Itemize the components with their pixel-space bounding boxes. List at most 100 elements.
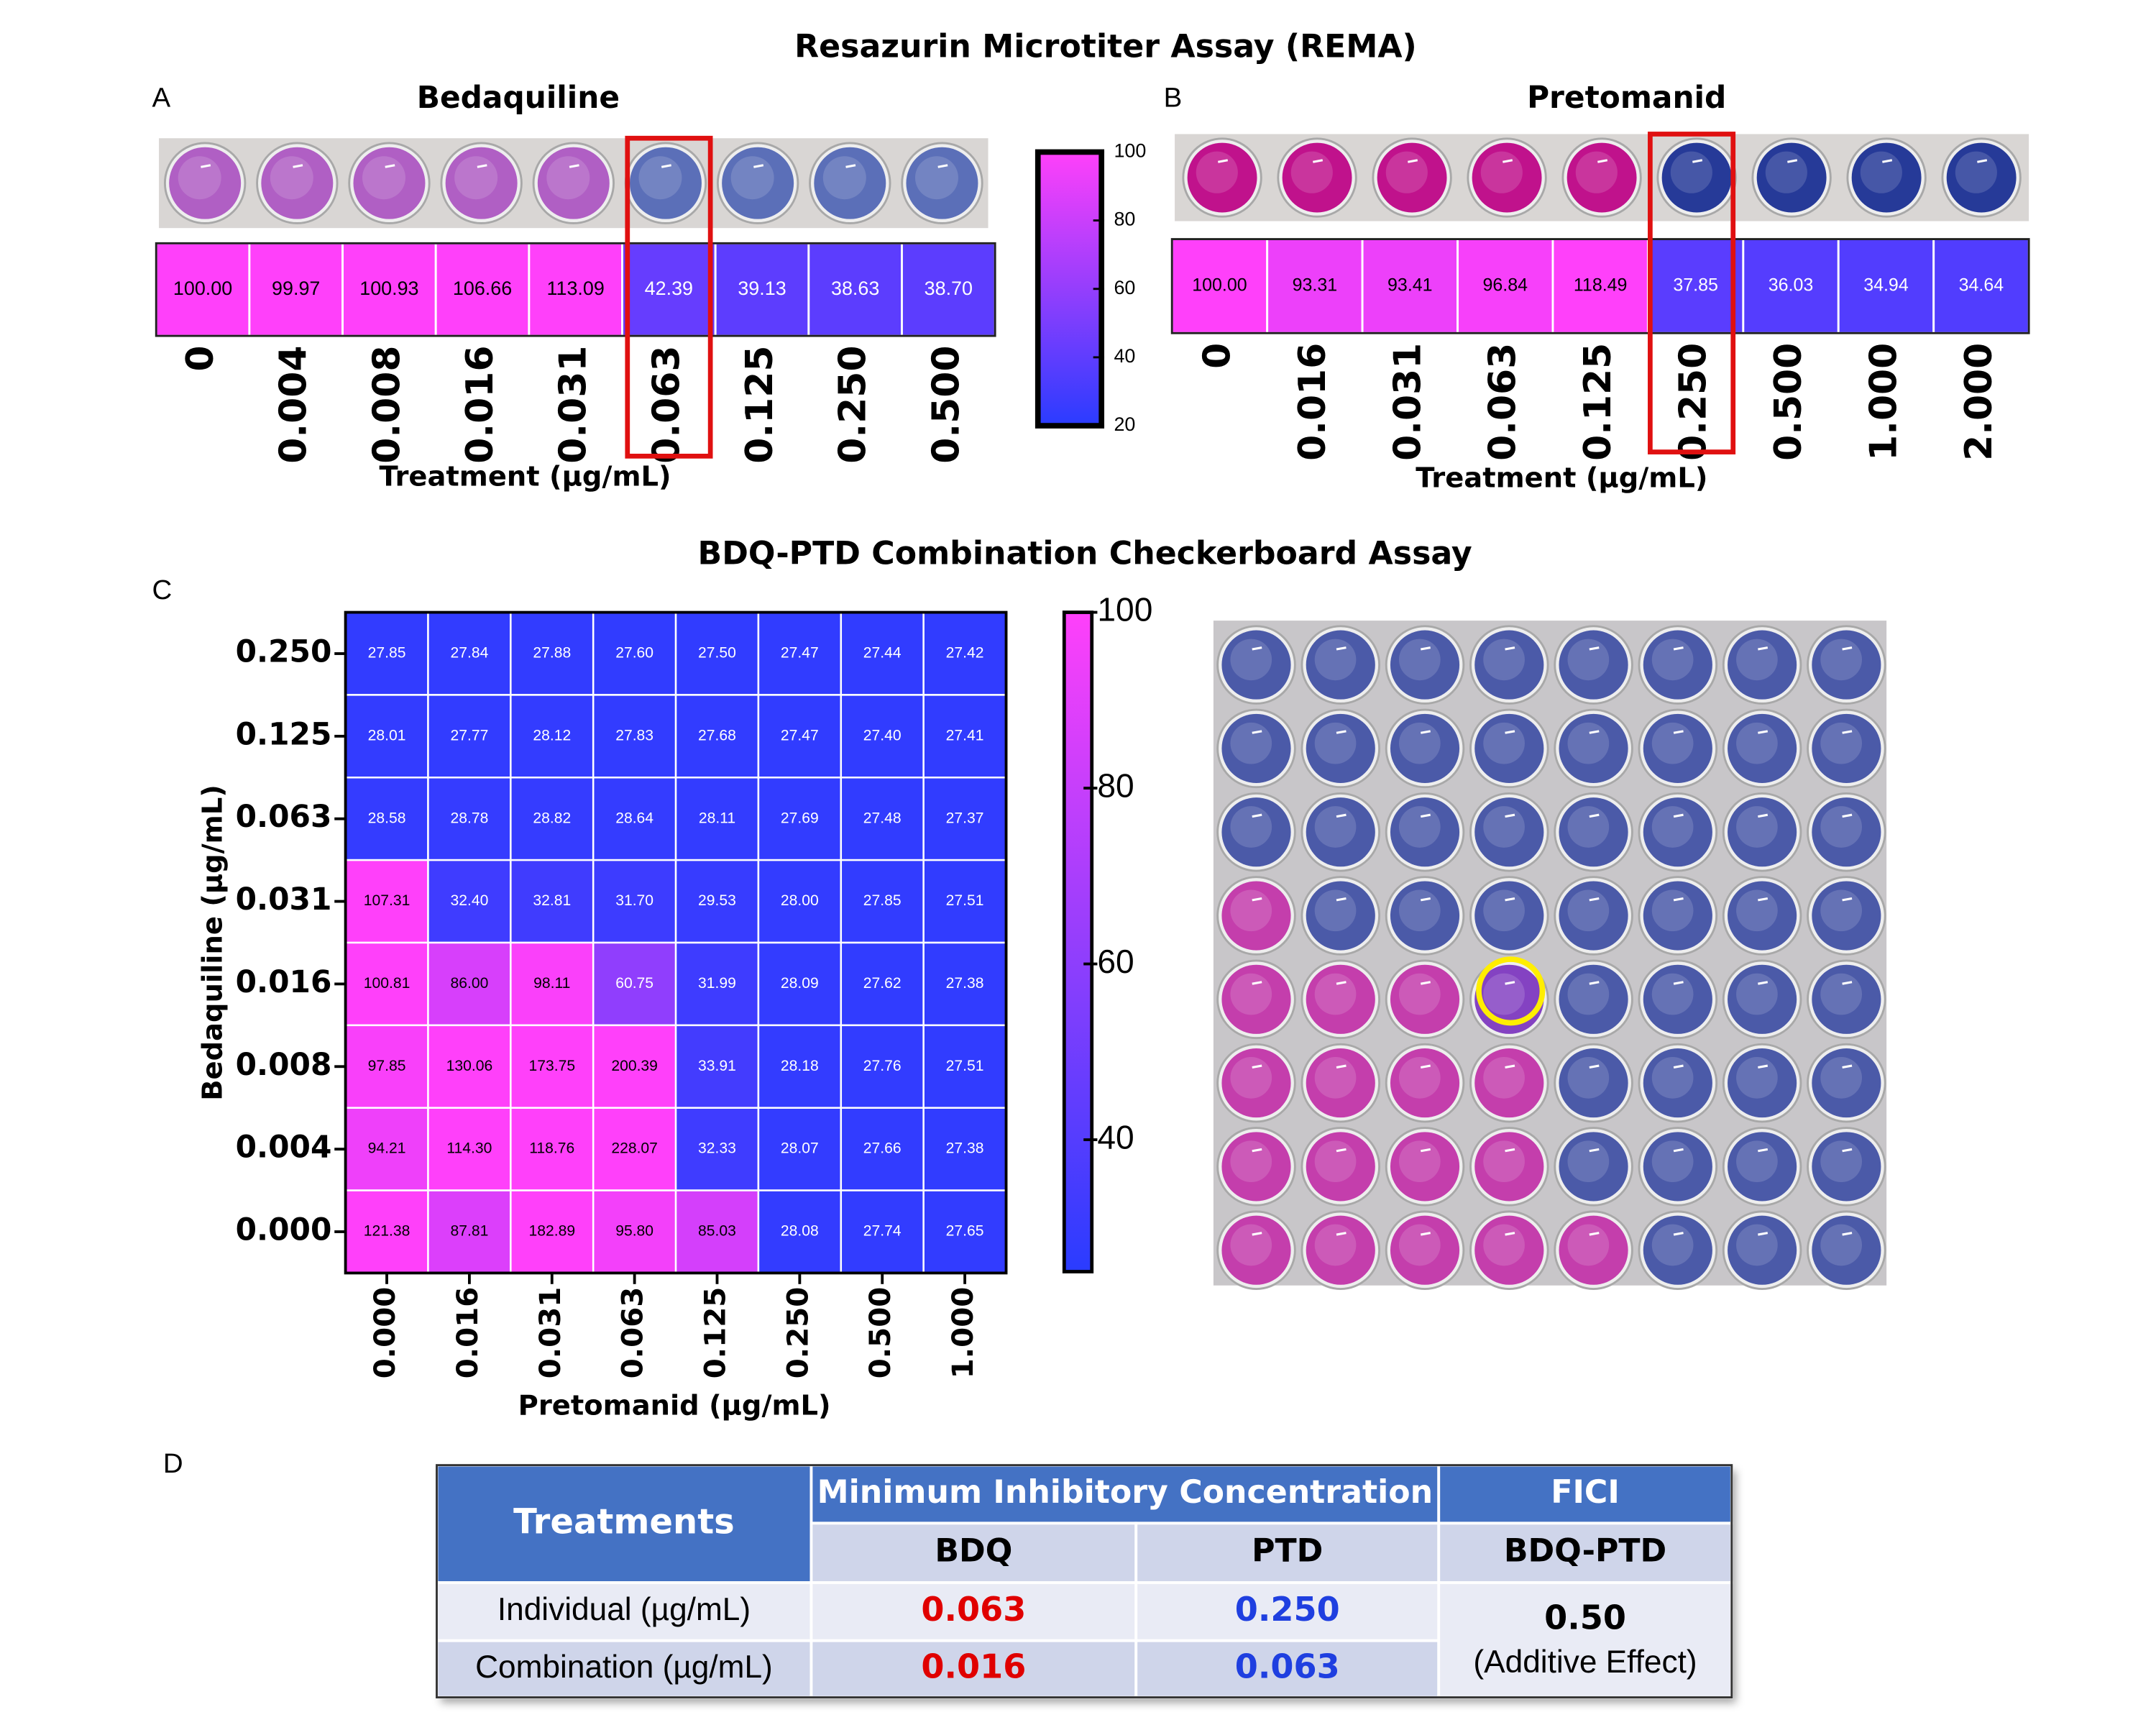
well bbox=[1643, 630, 1712, 700]
section-title: BDQ-PTD Combination Checkerboard Assay bbox=[698, 536, 1472, 572]
well-glint bbox=[1842, 897, 1853, 902]
well bbox=[1221, 964, 1291, 1034]
y-tick-label: 0.000 bbox=[236, 1212, 332, 1247]
well-shine bbox=[1820, 639, 1863, 681]
y-tick-label: 0.125 bbox=[236, 716, 332, 751]
x-tick-label: 0.004 bbox=[272, 346, 316, 464]
well bbox=[1390, 797, 1460, 867]
well-glint bbox=[1505, 1064, 1515, 1069]
cell-label: 118.76 bbox=[529, 1140, 574, 1157]
x-axis-label: Pretomanid (µg/mL) bbox=[518, 1389, 831, 1422]
well-shine bbox=[1230, 973, 1272, 1015]
heat-cell bbox=[922, 1189, 1007, 1274]
heat-cell bbox=[592, 941, 677, 1027]
x-tick-label: 0.125 bbox=[699, 1287, 733, 1379]
cell-label: 95.80 bbox=[615, 1223, 653, 1240]
x-tick-label: 0.500 bbox=[925, 346, 968, 464]
colorbar-tick-label: 100 bbox=[1097, 591, 1152, 628]
well bbox=[1474, 881, 1544, 951]
heat-cell bbox=[840, 1107, 925, 1191]
cell-label: 29.53 bbox=[698, 892, 736, 909]
well-glint bbox=[1842, 981, 1853, 985]
well-glint bbox=[1420, 1148, 1431, 1153]
cell-label: 36.03 bbox=[1769, 275, 1814, 296]
well bbox=[1559, 713, 1628, 783]
heat-cell bbox=[840, 777, 925, 861]
well bbox=[814, 147, 886, 219]
well-glint bbox=[1977, 159, 1988, 163]
heat-cell bbox=[840, 694, 925, 779]
table-border bbox=[436, 1464, 1733, 1698]
heat-cell bbox=[341, 242, 437, 337]
well-glint bbox=[1505, 1232, 1515, 1236]
well-glint bbox=[385, 164, 395, 168]
well-glint bbox=[1842, 1232, 1853, 1236]
cell-label: 200.39 bbox=[611, 1058, 658, 1074]
heat-cell bbox=[528, 242, 623, 337]
well bbox=[1812, 964, 1881, 1034]
cell-label: 86.00 bbox=[450, 975, 488, 992]
heat-cell bbox=[674, 941, 760, 1027]
heat-cell bbox=[1742, 238, 1840, 334]
well bbox=[1812, 1215, 1881, 1285]
cell-label: 85.03 bbox=[698, 1223, 736, 1240]
well-glint bbox=[1505, 646, 1515, 651]
cell-label: 118.49 bbox=[1574, 275, 1628, 296]
well-glint bbox=[1589, 646, 1600, 651]
well bbox=[1643, 964, 1712, 1034]
cell-label: 106.66 bbox=[453, 278, 512, 299]
well-glint bbox=[1758, 813, 1769, 818]
colorbar-tick-label: 60 bbox=[1097, 943, 1134, 980]
cell-label: 34.64 bbox=[1959, 275, 2004, 296]
heat-cell bbox=[922, 611, 1007, 696]
well-glint bbox=[1313, 159, 1324, 163]
well bbox=[1812, 630, 1881, 700]
figure-title: Resazurin Microtiter Assay (REMA) bbox=[794, 28, 1417, 65]
well-glint bbox=[1758, 1064, 1769, 1069]
cell-label: 27.38 bbox=[946, 1140, 984, 1157]
well-glint bbox=[937, 164, 948, 168]
panel-letter: D bbox=[163, 1448, 183, 1479]
table-cell bbox=[809, 1581, 1138, 1642]
highlight-box bbox=[625, 135, 713, 459]
y-tick-label: 0.016 bbox=[236, 964, 332, 999]
well-glint bbox=[1336, 1232, 1347, 1236]
well-shine bbox=[1230, 1140, 1272, 1183]
well-shine bbox=[1567, 639, 1610, 681]
heat-cell bbox=[592, 1189, 677, 1274]
well-shine bbox=[1398, 1140, 1441, 1183]
x-tick-label: 0.063 bbox=[645, 346, 688, 464]
well-shine bbox=[1567, 889, 1610, 932]
well-shine bbox=[1736, 1057, 1778, 1099]
table-text: PTD bbox=[1252, 1533, 1323, 1570]
y-axis-label: Bedaquiline (µg/mL) bbox=[196, 784, 229, 1101]
cell-label: 27.51 bbox=[946, 1058, 984, 1074]
well-shine bbox=[1483, 1224, 1525, 1266]
heat-cell bbox=[434, 242, 531, 337]
well-shine bbox=[1314, 1057, 1357, 1099]
well bbox=[1728, 630, 1797, 700]
well bbox=[169, 147, 242, 219]
well bbox=[1390, 630, 1460, 700]
well-shine bbox=[1314, 722, 1357, 764]
heat-cell bbox=[757, 1024, 843, 1109]
well-glint bbox=[1252, 981, 1262, 985]
table-text: 0.063 bbox=[1235, 1647, 1340, 1686]
heat-cell bbox=[592, 694, 677, 779]
x-tick-label: 0.250 bbox=[1672, 343, 1715, 461]
colorbar-tick-label: 60 bbox=[1114, 277, 1135, 298]
cell-label: 31.99 bbox=[698, 975, 736, 992]
well-shine bbox=[1651, 806, 1694, 848]
well-shine bbox=[1736, 639, 1778, 681]
well-shine bbox=[1567, 1140, 1610, 1183]
cell-label: 27.62 bbox=[863, 975, 902, 992]
well-glint bbox=[1420, 981, 1431, 985]
x-tick-label: 0 bbox=[1196, 343, 1239, 369]
well bbox=[1306, 797, 1375, 867]
heat-cell bbox=[344, 941, 429, 1027]
well bbox=[1812, 881, 1881, 951]
well bbox=[1474, 630, 1544, 700]
well-glint bbox=[1420, 897, 1431, 902]
cell-label: 60.75 bbox=[615, 975, 653, 992]
